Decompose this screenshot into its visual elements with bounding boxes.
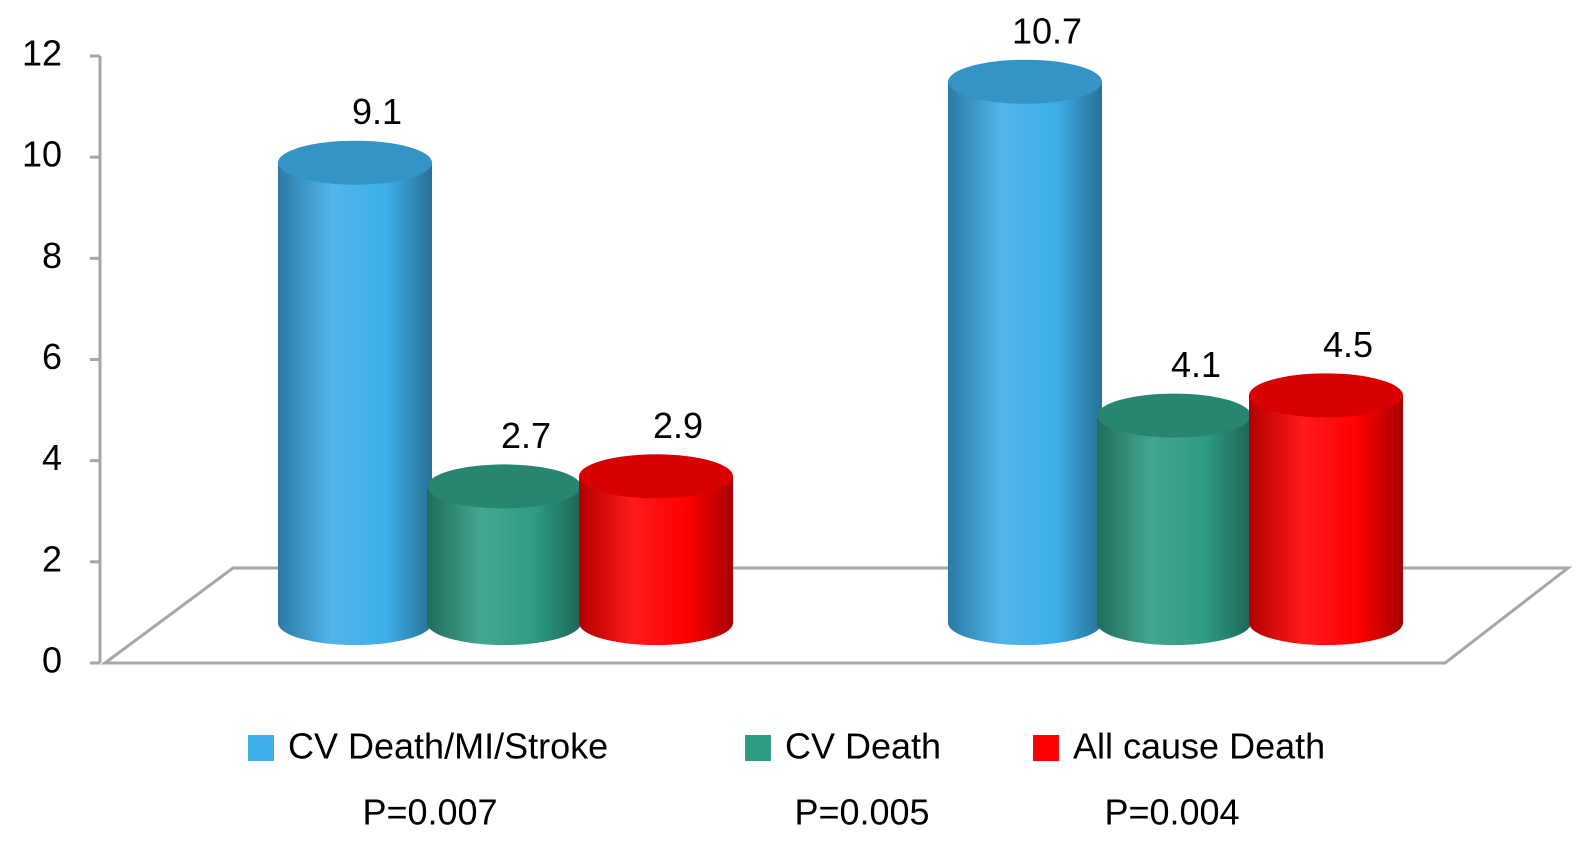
bar-top xyxy=(427,464,581,509)
legend-label: All cause Death xyxy=(1073,726,1325,767)
y-tick-label: 8 xyxy=(42,235,62,276)
bar xyxy=(278,162,432,646)
data-label: 4.1 xyxy=(1171,344,1221,385)
bar xyxy=(579,476,733,645)
legend-label: CV Death/MI/Stroke xyxy=(288,726,608,767)
bar-top xyxy=(948,59,1102,104)
bar-top xyxy=(579,454,733,499)
y-tick-label: 0 xyxy=(42,640,62,681)
y-tick-label: 2 xyxy=(42,538,62,579)
bar xyxy=(427,486,581,645)
data-label: 9.1 xyxy=(352,91,402,132)
annotation: P=0.004 xyxy=(1104,792,1239,833)
bar-top xyxy=(1097,393,1251,438)
annotation: P=0.005 xyxy=(794,792,929,833)
floor xyxy=(100,566,1573,665)
y-tick-label: 12 xyxy=(22,33,62,74)
data-label: 4.5 xyxy=(1323,324,1373,365)
legend-swatch xyxy=(745,735,771,761)
annotation: P=0.007 xyxy=(362,792,497,833)
legend-label: CV Death xyxy=(785,726,941,767)
bar xyxy=(1249,395,1403,645)
legend-swatch xyxy=(248,735,274,761)
data-label: 2.9 xyxy=(653,405,703,446)
data-label: 2.7 xyxy=(501,415,551,456)
bar-top xyxy=(1249,373,1403,418)
y-tick-label: 4 xyxy=(42,437,62,478)
y-tick-label: 10 xyxy=(22,134,62,175)
data-label: 10.7 xyxy=(1012,10,1082,51)
bar xyxy=(948,81,1102,646)
bar-top xyxy=(278,140,432,185)
bar xyxy=(1097,415,1251,645)
y-tick-label: 6 xyxy=(42,336,62,377)
legend-swatch xyxy=(1033,735,1059,761)
